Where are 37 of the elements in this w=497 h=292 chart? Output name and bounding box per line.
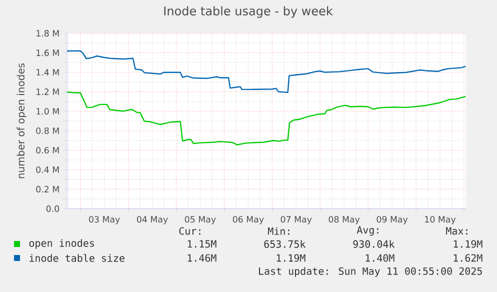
x-tick-label: 06 May [232, 216, 264, 224]
text: Last update: Sun May 11 00:55:00 2025 [259, 267, 482, 277]
x-tick-label: 05 May [184, 216, 216, 224]
text: 1.19M [454, 240, 482, 248]
y-tick-label: 1.0 M [36, 108, 59, 115]
x-tick-label: 07 May [280, 216, 312, 224]
x-tick-label: 03 May [89, 216, 120, 224]
text: 1.46M [188, 254, 216, 262]
y-tick-label: 0.4 M [36, 166, 59, 173]
legend-label: inode table size [30, 254, 124, 262]
legend-label: open inodes [29, 239, 94, 249]
y-tick-label: 0.8 M [36, 127, 59, 134]
y-axis-title: number of open inodes [16, 63, 26, 178]
text: 1.19M [276, 254, 306, 262]
text: 1.15M [188, 240, 216, 248]
y-tick-label: 1.2 M [36, 88, 59, 95]
x-tick-label: 04 May [136, 216, 168, 224]
y-tick-label: 1.8 M [36, 30, 59, 37]
y-tick-label: 1.6 M [36, 50, 59, 56]
y-tick-label: 0.2 M [36, 186, 59, 192]
text: 1.62M [454, 254, 482, 262]
text: Avg: [356, 226, 378, 236]
y-tick-label: 1.4 M [36, 69, 59, 76]
text: 653.75k [264, 240, 306, 248]
text: Cur: [179, 227, 200, 235]
text: Max: [446, 227, 468, 235]
y-tick-label: 0.6 M [36, 146, 59, 154]
line-series [67, 91, 466, 146]
line-series [67, 50, 466, 94]
x-tick-label: 09 May [376, 216, 408, 224]
text: Min: [268, 227, 290, 235]
y-tick-label: 0.0 [46, 205, 60, 212]
x-tick-label: 10 May [425, 216, 456, 224]
text: 930.04k [353, 240, 395, 248]
x-tick-label: 08 May [328, 216, 360, 224]
chart-title: Inode table usage - by week [164, 6, 333, 18]
text: 1.40M [366, 254, 394, 262]
